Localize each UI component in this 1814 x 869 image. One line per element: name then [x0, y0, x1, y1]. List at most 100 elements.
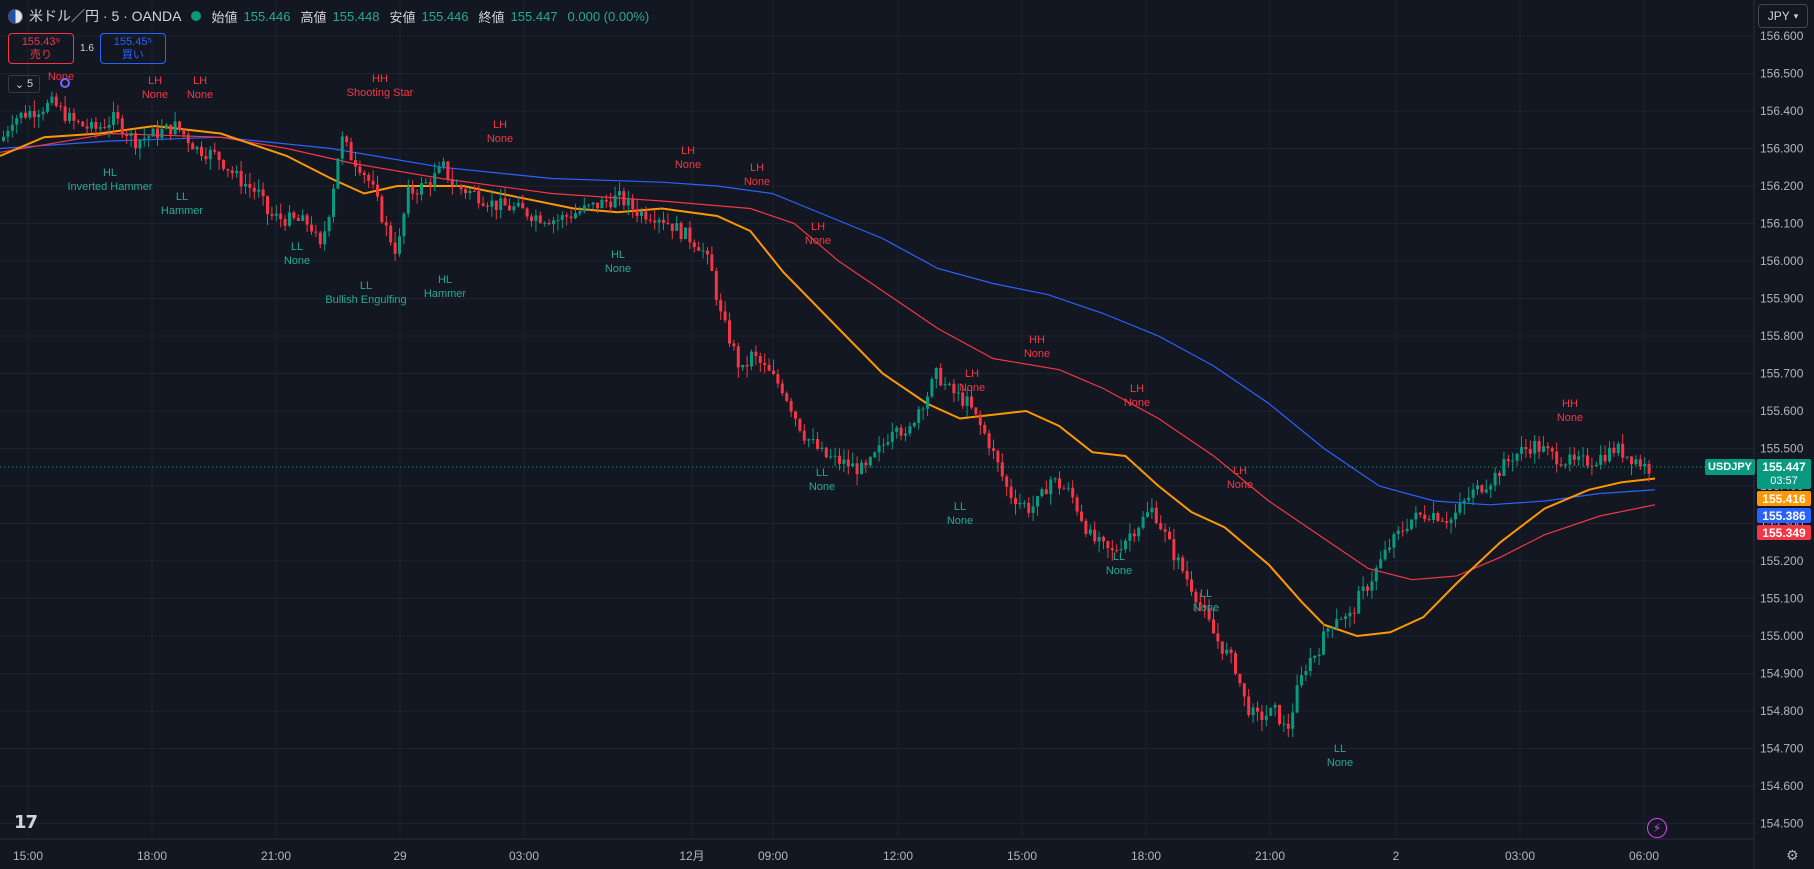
- candle-body: [1137, 527, 1141, 537]
- candle-body: [789, 400, 793, 412]
- time-tick-label: 15:00: [1007, 849, 1037, 863]
- candle-body: [1396, 530, 1400, 535]
- candle-body: [98, 127, 102, 129]
- candle-body: [670, 223, 674, 231]
- candle-body: [706, 250, 709, 255]
- candle-body: [46, 102, 49, 112]
- time-tick-label: 12月: [679, 849, 704, 863]
- price-axis-bg: [1754, 0, 1814, 869]
- lightning-icon[interactable]: ⚡: [1647, 818, 1667, 838]
- replay-icon[interactable]: [60, 78, 70, 88]
- pivot-label: LH: [750, 162, 764, 174]
- candle-body: [582, 205, 586, 212]
- candle-body: [1344, 616, 1347, 619]
- currency-selector[interactable]: JPY ▾: [1758, 4, 1808, 28]
- candle-body: [1515, 453, 1519, 461]
- candle-body: [824, 447, 828, 458]
- candle-body: [178, 121, 181, 130]
- candle-body: [1647, 463, 1651, 474]
- candle-body: [697, 247, 701, 251]
- candle-body: [94, 122, 98, 129]
- candle-body: [305, 215, 309, 225]
- candle-body: [1625, 456, 1629, 458]
- last-price: 155.447: [1762, 460, 1806, 474]
- candle-body: [1163, 529, 1167, 532]
- candle-body: [244, 184, 247, 187]
- candle-body: [1322, 631, 1325, 655]
- candle-body: [1273, 704, 1277, 708]
- candle-body: [1410, 519, 1413, 529]
- high-value: 155.448: [332, 8, 380, 24]
- candle-body: [996, 450, 1000, 463]
- price-axis: 156.600 156.500 156.400 156.300 156.200 156.1…: [1753, 0, 1814, 869]
- candle-body: [270, 214, 274, 216]
- candle-body: [1471, 489, 1475, 498]
- candle-body: [1467, 497, 1471, 501]
- candle-body: [794, 411, 797, 419]
- pivot-label: LL: [1200, 588, 1212, 600]
- time-tick-label: 15:00: [13, 849, 43, 863]
- price-tick-label: 155.100: [1760, 592, 1804, 606]
- pivot-label: LL: [291, 241, 303, 253]
- candle-body: [90, 122, 93, 129]
- candle-body: [1216, 633, 1220, 642]
- candle-body: [1546, 446, 1550, 449]
- candle-body: [1454, 512, 1457, 520]
- candle-body: [534, 215, 538, 221]
- candle-body: [1027, 502, 1031, 513]
- candle-body: [838, 455, 841, 464]
- candle-body: [494, 200, 498, 210]
- candle-body: [107, 124, 111, 128]
- ema-orange-tag: 155.416: [1757, 491, 1811, 506]
- pivot-label: LL: [360, 280, 372, 292]
- candle-body: [1212, 619, 1215, 634]
- candle-body: [420, 183, 423, 195]
- candle-body: [1119, 549, 1123, 551]
- candle-body: [798, 418, 802, 431]
- candle-body: [978, 414, 982, 426]
- candle-body: [384, 222, 388, 226]
- candle-body: [32, 110, 36, 118]
- candle-body: [868, 457, 872, 466]
- sell-button[interactable]: 155.43⁹ 売り: [8, 33, 74, 64]
- candle-body: [103, 127, 107, 129]
- candle-body: [486, 205, 489, 207]
- pivot-label: None: [487, 133, 513, 145]
- candle-body: [459, 185, 463, 190]
- candle-body: [679, 223, 683, 240]
- pivot-label: None: [1024, 348, 1050, 360]
- pivot-label: None: [744, 176, 770, 188]
- candle-body: [367, 175, 371, 181]
- candle-body: [1044, 489, 1048, 495]
- candle-body: [569, 216, 573, 219]
- candle-body: [983, 425, 987, 434]
- candle-body: [1132, 533, 1136, 537]
- candle-body: [613, 195, 617, 208]
- candle-body: [279, 213, 283, 220]
- candle-body: [1603, 454, 1607, 462]
- candle-body: [1317, 654, 1321, 656]
- candle-body: [310, 224, 313, 232]
- candle-body: [1159, 523, 1163, 530]
- gear-icon[interactable]: ⚙: [1786, 847, 1799, 863]
- candle-body: [714, 271, 718, 300]
- symbol-price-tag: USDJPY: [1705, 459, 1755, 475]
- candle-body: [442, 161, 445, 167]
- price-tick-label: 155.200: [1760, 554, 1804, 568]
- candle-body: [657, 219, 661, 223]
- candle-body: [1110, 548, 1114, 551]
- candle-body: [1388, 547, 1391, 550]
- candle-body: [1418, 512, 1422, 515]
- pivot-label: None: [1106, 565, 1132, 577]
- interval-toggle[interactable]: ⌄ 5: [8, 75, 40, 93]
- candle-body: [235, 171, 239, 174]
- tradingview-logo-icon[interactable]: 𝟭𝟳: [14, 812, 38, 832]
- moving-average-lines: [0, 124, 1656, 638]
- pivot-label: LH: [193, 75, 207, 87]
- change-value: 0.000 (0.00%): [567, 8, 650, 24]
- buy-button[interactable]: 155.45⁵ 買い: [99, 33, 166, 64]
- symbol-title[interactable]: 米ドル／円 · 5 · OANDA: [29, 8, 182, 24]
- candle-body: [512, 206, 516, 211]
- candle-body: [736, 346, 740, 368]
